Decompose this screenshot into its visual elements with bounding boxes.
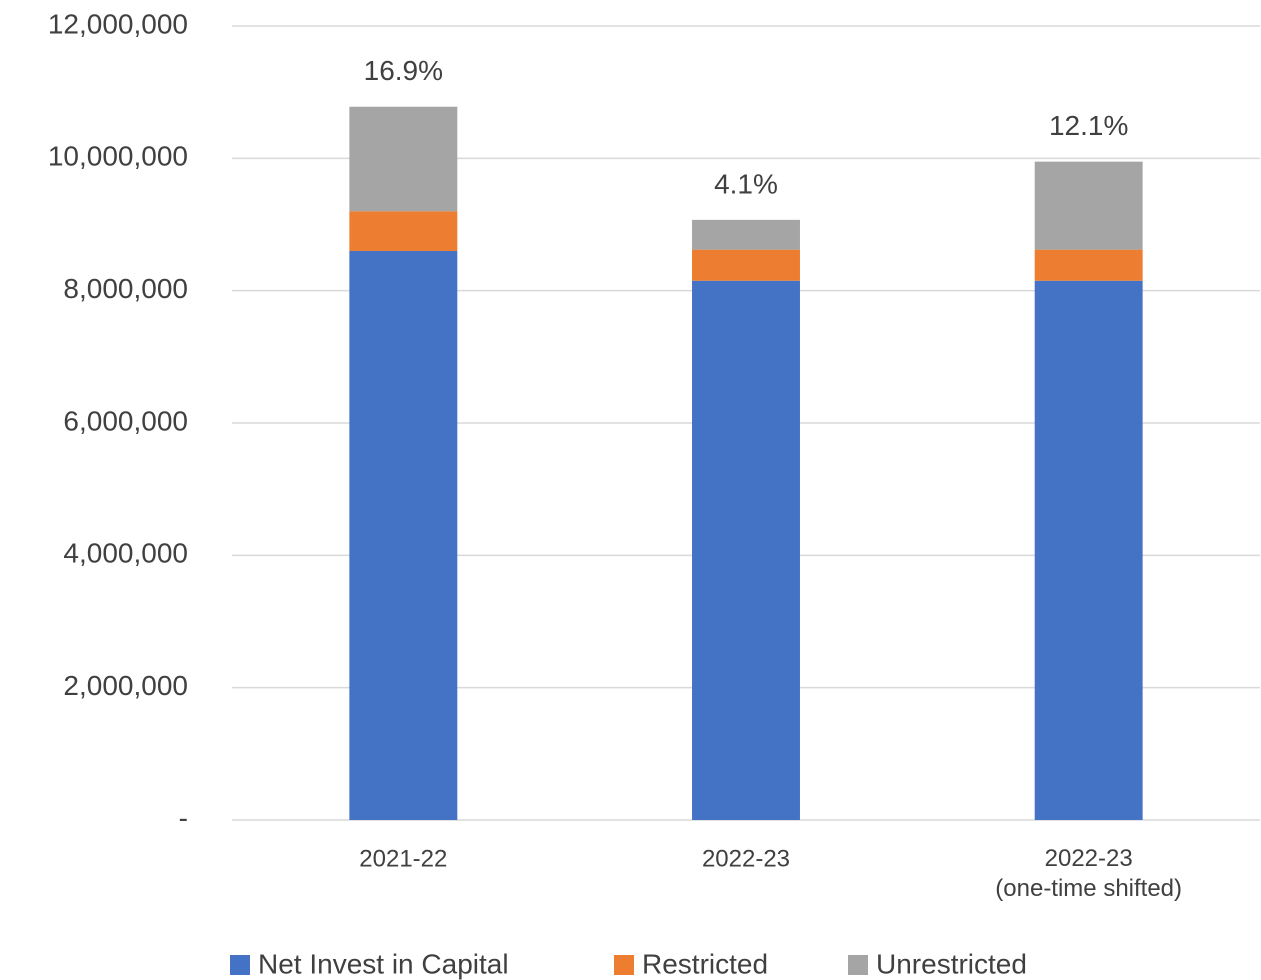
y-tick-label: 12,000,000 (48, 8, 188, 39)
total-label: 16.9% (364, 55, 443, 86)
legend-swatch (848, 955, 868, 975)
bar-segment (1034, 161, 1143, 250)
bar-segment (1034, 280, 1143, 820)
y-tick-label: - (179, 802, 188, 833)
bar-segment (349, 211, 458, 251)
legend-label: Unrestricted (876, 948, 1027, 979)
legend-label: Net Invest in Capital (258, 948, 509, 979)
bar-segment (349, 250, 458, 820)
bar-segment (692, 219, 800, 250)
total-label: 12.1% (1049, 110, 1128, 141)
x-tick-label: 2022-23 (702, 845, 790, 872)
x-tick-label: 2021-22 (359, 845, 447, 872)
bar-segment (349, 106, 458, 212)
y-tick-label: 8,000,000 (63, 273, 188, 304)
legend-label: Restricted (642, 948, 768, 979)
y-tick-label: 2,000,000 (63, 670, 188, 701)
y-tick-label: 4,000,000 (63, 538, 188, 569)
total-label: 4.1% (714, 168, 778, 199)
legend-swatch (230, 955, 250, 975)
bar-segment (692, 249, 800, 281)
bar-segment (692, 280, 800, 820)
legend-swatch (614, 955, 634, 975)
y-tick-label: 10,000,000 (48, 141, 188, 172)
x-tick-label: 2022-23 (one-time shifted) (995, 845, 1182, 902)
y-tick-label: 6,000,000 (63, 405, 188, 436)
bar-segment (1034, 249, 1143, 281)
